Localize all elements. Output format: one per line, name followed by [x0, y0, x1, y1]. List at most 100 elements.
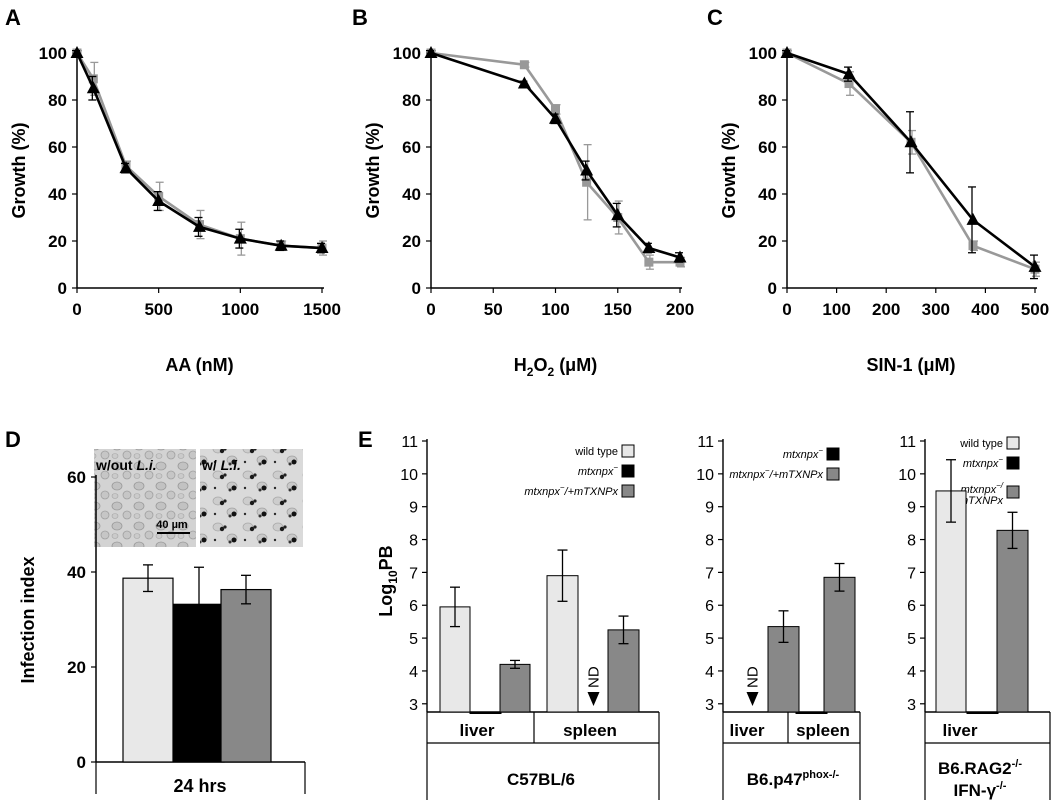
- y-tick-label: 11: [401, 434, 418, 451]
- series-line: [786, 51, 1036, 268]
- text-span: B6.p47: [747, 770, 803, 789]
- data-point: [644, 257, 654, 267]
- y-tick-label: 60: [48, 138, 67, 157]
- y-tick-label: 8: [907, 533, 916, 550]
- data-point: [968, 241, 978, 251]
- y-tick-label: 9: [907, 500, 916, 517]
- y-tick-label: 20: [758, 232, 777, 251]
- data-point: [642, 241, 656, 254]
- not-detected-label: ND: [586, 666, 603, 688]
- y-tick-label: 6: [907, 598, 916, 615]
- panel-letter-a: A: [5, 5, 21, 30]
- data-point: [904, 135, 918, 148]
- chart-c: 0 20 40 60 80 100 0 100 200 300 400 500 Growth (%) SI…: [719, 44, 1049, 375]
- y-tick-label: 8: [705, 533, 714, 550]
- data-point: [580, 163, 594, 176]
- text-span: PB: [376, 545, 396, 570]
- y-tick-label: 60: [67, 468, 86, 487]
- y-tick-label: 4: [409, 664, 418, 681]
- x-axis-label: H2O2 (μM): [514, 355, 597, 379]
- subplot-1: 3 4 5 6 7 8 9 10 11 liver spleen C57BL/6 wild type mt…: [400, 434, 660, 800]
- text-span: mtxnpx: [729, 469, 765, 481]
- data-point: [274, 238, 288, 251]
- organ-label: liver: [943, 721, 978, 740]
- y-tick-label: 5: [907, 631, 916, 648]
- y-tick-label: 9: [409, 500, 418, 517]
- y-axis-label: Growth (%): [719, 123, 739, 219]
- bar: [823, 576, 856, 713]
- x-tick-label: 0: [782, 300, 791, 319]
- data-point: [424, 46, 438, 58]
- y-tick-label: 100: [749, 44, 777, 63]
- y-axis-label: Growth (%): [9, 123, 29, 219]
- data-point: [70, 46, 84, 58]
- data-point: [844, 79, 854, 89]
- text-span: w/: [201, 457, 221, 473]
- data-point: [517, 76, 531, 89]
- x-tick-label: 200: [872, 300, 900, 319]
- text-span: IFN-γ: [954, 781, 997, 800]
- text-span: (μM): [554, 355, 597, 375]
- legend-swatch: [1006, 456, 1020, 470]
- text-span: O: [533, 355, 547, 375]
- organ-label: spleen: [796, 721, 850, 740]
- text-span: L.i.: [136, 457, 156, 473]
- series-line: [75, 52, 323, 250]
- y-tick-label: 3: [409, 697, 418, 714]
- y-tick-label: 10: [898, 467, 916, 484]
- organ-label: liver: [460, 721, 495, 740]
- y-tick-label: 6: [409, 598, 418, 615]
- text-span: mtxnpx: [783, 449, 819, 461]
- data-point: [1028, 259, 1042, 272]
- y-axis-label: Log10PB: [376, 545, 400, 616]
- x-tick-label: 0: [72, 300, 81, 319]
- y-tick-label: 0: [77, 753, 86, 772]
- micrograph-caption: w/ L.i.: [201, 457, 241, 473]
- text-span: 2: [527, 365, 534, 379]
- x-tick-label: 500: [144, 300, 172, 319]
- series-line: [430, 51, 680, 264]
- legend-label: mtxnpx−/+mTXNPx: [524, 483, 618, 498]
- bar: [469, 711, 502, 714]
- bar: [122, 577, 174, 763]
- data-point: [582, 177, 592, 187]
- text-span: mtxnpx: [963, 458, 999, 470]
- x-tick-label: 400: [971, 300, 999, 319]
- legend-label: mtxnpx−/+mTXNPx: [729, 466, 823, 481]
- text-span: mtxnpx: [961, 484, 997, 496]
- text-span: −: [765, 466, 770, 475]
- data-point: [780, 46, 794, 58]
- data-point: [519, 60, 529, 70]
- x-tick-label: 300: [922, 300, 950, 319]
- data-point: [551, 104, 560, 114]
- panel-letter-e: E: [358, 427, 373, 452]
- legend-label: wild type: [959, 438, 1003, 450]
- text-span: −: [560, 483, 565, 492]
- text-span: B6.RAG2: [938, 759, 1012, 778]
- data-point: [842, 67, 856, 80]
- y-tick-label: 40: [402, 185, 421, 204]
- x-tick-label: 50: [484, 300, 503, 319]
- legend-swatch: [826, 467, 840, 481]
- x-tick-label: 100: [822, 300, 850, 319]
- y-tick-label: 100: [39, 44, 67, 63]
- y-tick-label: 0: [768, 279, 777, 298]
- y-tick-label: 7: [907, 565, 916, 582]
- data-point: [193, 219, 206, 232]
- y-tick-label: 80: [402, 91, 421, 110]
- y-tick-label: 11: [697, 434, 714, 451]
- y-tick-label: 80: [48, 91, 67, 110]
- bar: [966, 711, 999, 714]
- x-tick-label: 100: [541, 300, 569, 319]
- x-tick-label: 150: [604, 300, 632, 319]
- legend-swatch: [1006, 436, 1020, 450]
- x-axis-label: AA (nM): [165, 355, 233, 375]
- y-axis-label: Infection index: [18, 556, 38, 683]
- y-tick-label: 40: [48, 185, 67, 204]
- x-tick-label: 500: [1021, 300, 1049, 319]
- text-span: -/-: [996, 780, 1007, 792]
